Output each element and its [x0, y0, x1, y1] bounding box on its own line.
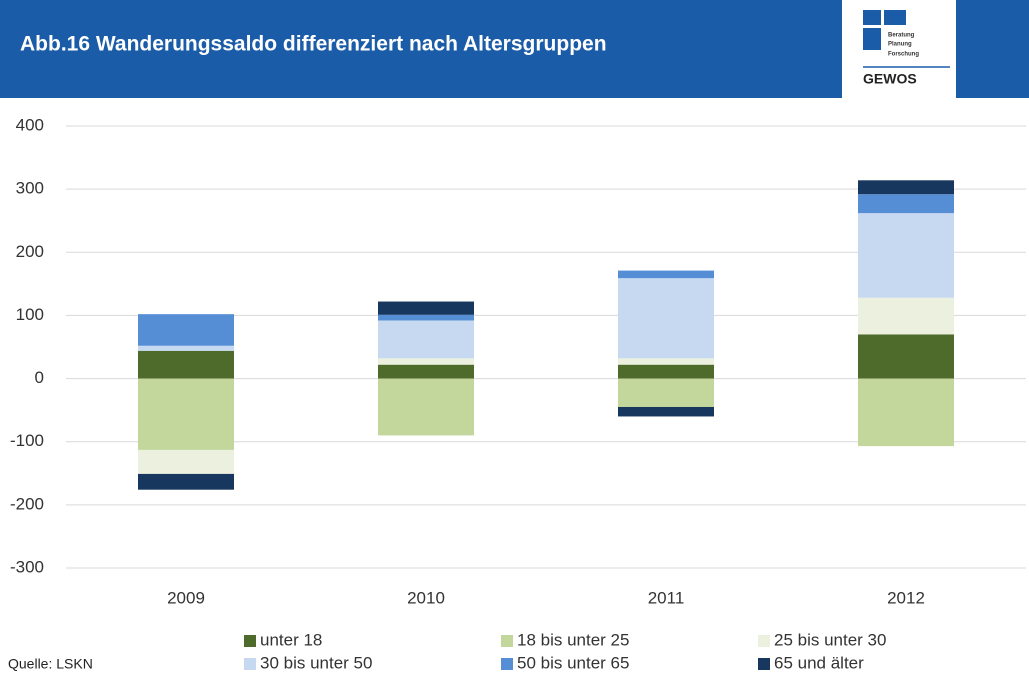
bar-segment	[378, 364, 474, 379]
bar-segment	[378, 378, 474, 436]
bar-segment	[138, 350, 234, 379]
bar-segment	[858, 194, 954, 214]
legend-swatch	[758, 635, 770, 647]
header-strip	[960, 0, 1029, 98]
legend-swatch	[501, 635, 513, 647]
y-tick-label: 0	[35, 368, 44, 387]
bar-segment	[378, 320, 474, 359]
legend-label: 50 bis unter 65	[517, 653, 629, 672]
bar-segment	[858, 297, 954, 335]
bar-segment	[378, 301, 474, 315]
bar-segment	[138, 378, 234, 450]
legend-swatch	[244, 635, 256, 647]
bar-segment	[858, 180, 954, 195]
bar-segment	[378, 358, 474, 365]
legend-label: 65 und älter	[774, 653, 864, 672]
source: Quelle: LSKN	[8, 656, 93, 672]
logo-square	[863, 10, 881, 25]
y-tick-label: 200	[16, 242, 44, 261]
legend-swatch	[244, 658, 256, 670]
logo-square	[884, 10, 906, 25]
bar-segment	[138, 449, 234, 474]
bar-segment	[378, 314, 474, 321]
y-tick-label: 100	[16, 305, 44, 324]
logo-line: Planung	[888, 42, 912, 48]
bar-segment	[858, 334, 954, 379]
y-tick-label: -300	[10, 557, 44, 576]
logo-name: GEWOS	[863, 71, 917, 87]
logo-line: Forschung	[888, 52, 919, 58]
bar-segment	[858, 213, 954, 298]
bar-segment	[138, 314, 234, 346]
bar-segment	[618, 378, 714, 407]
x-tick-label: 2012	[887, 588, 925, 607]
bar-segment	[618, 358, 714, 365]
bar-segment	[618, 406, 714, 417]
bar-segment	[138, 473, 234, 490]
title: Abb.16 Wanderungssaldo differenziert nac…	[20, 33, 607, 56]
bar-segment	[618, 364, 714, 379]
legend-swatch	[758, 658, 770, 670]
x-tick-label: 2010	[407, 588, 445, 607]
legend-label: 30 bis unter 50	[260, 653, 372, 672]
bar-segment	[138, 345, 234, 351]
legend-label: 25 bis unter 30	[774, 630, 886, 649]
bar-segment	[618, 278, 714, 359]
legend-label: 18 bis unter 25	[517, 630, 629, 649]
y-tick-label: -200	[10, 494, 44, 513]
logo-square	[863, 28, 881, 50]
bar-segment	[618, 270, 714, 279]
y-tick-label: 300	[16, 179, 44, 198]
y-tick-label: 400	[16, 115, 44, 134]
logo-line: Beratung	[888, 33, 915, 39]
y-tick-label: -100	[10, 431, 44, 450]
legend-swatch	[501, 658, 513, 670]
legend-label: unter 18	[260, 630, 322, 649]
x-tick-label: 2009	[167, 588, 205, 607]
bar-segment	[858, 378, 954, 447]
x-tick-label: 2011	[648, 588, 685, 607]
